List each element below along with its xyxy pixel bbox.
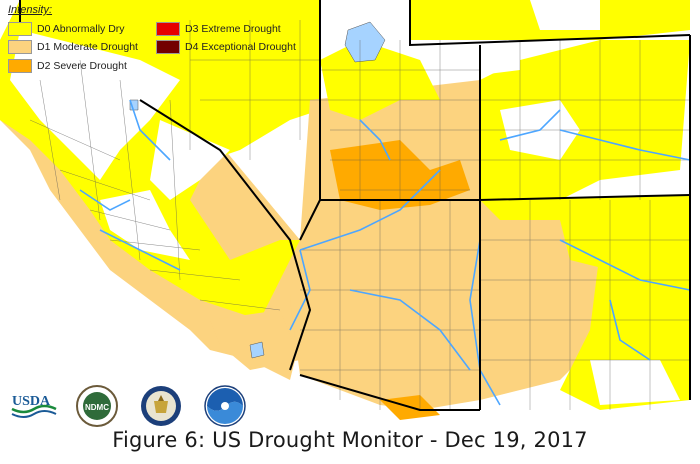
- legend-label-d3: D3 Extreme Drought: [185, 23, 281, 35]
- rivers: [79, 99, 691, 406]
- ndmc-logo: NDMC: [76, 385, 118, 427]
- commerce-seal-logo: [141, 386, 181, 426]
- legend-item-d0: D0 Abnormally Dry: [8, 22, 125, 36]
- state-boundaries: [19, 0, 691, 411]
- legend-swatch-d0: [8, 22, 32, 36]
- legend-item-d2: D2 Severe Drought: [8, 59, 127, 73]
- usda-logo: USDA: [11, 394, 57, 418]
- legend-item-d3: D3 Extreme Drought: [156, 22, 281, 36]
- drought-map: [0, 0, 691, 420]
- legend-swatch-d1: [8, 40, 32, 54]
- legend-label-d4: D4 Exceptional Drought: [185, 41, 296, 53]
- noaa-logo: [204, 385, 246, 427]
- legend-swatch-d4: [156, 40, 180, 54]
- ndmc-logo-text: NDMC: [85, 403, 109, 412]
- legend-item-d1: D1 Moderate Drought: [8, 40, 138, 54]
- legend: Intensity: D0 Abnormally Dry D1 Moderate…: [8, 4, 308, 84]
- legend-label-d1: D1 Moderate Drought: [37, 41, 138, 53]
- county-lines: [29, 20, 690, 410]
- legend-item-d4: D4 Exceptional Drought: [156, 40, 296, 54]
- lakes: [129, 21, 386, 359]
- legend-label-d2: D2 Severe Drought: [37, 60, 127, 72]
- four-corners-region: [290, 0, 690, 420]
- legend-swatch-d2: [8, 59, 32, 73]
- legend-label-d0: D0 Abnormally Dry: [37, 23, 125, 35]
- legend-swatch-d3: [156, 22, 180, 36]
- legend-title: Intensity:: [8, 4, 53, 16]
- figure-caption: Figure 6: US Drought Monitor - Dec 19, 2…: [112, 428, 588, 452]
- logos: USDA NDMC: [10, 385, 260, 429]
- california-nevada-region: [0, 0, 320, 380]
